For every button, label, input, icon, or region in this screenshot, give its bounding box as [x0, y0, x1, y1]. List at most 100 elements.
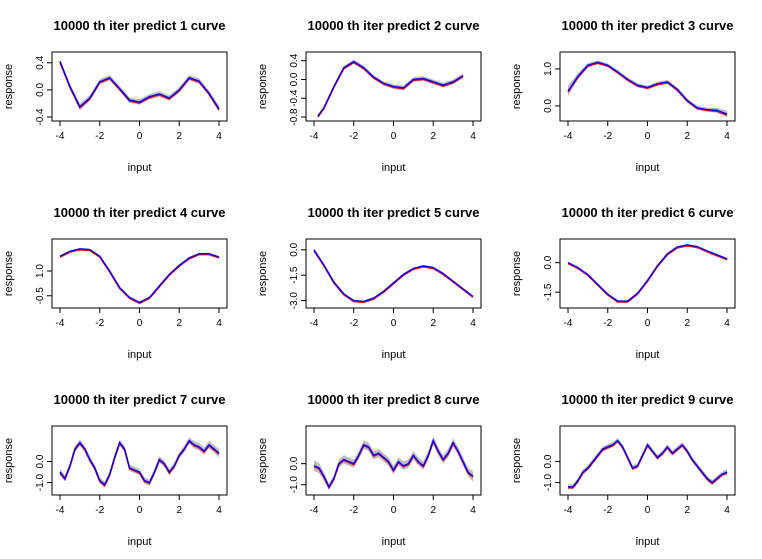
y-axis-label: response: [3, 251, 15, 296]
y-tick-label: 0.0: [289, 72, 300, 86]
y-tick-label: -1.5: [289, 266, 300, 284]
x-tick-label: -2: [95, 505, 104, 516]
truth-line: [568, 440, 728, 489]
y-tick-label: 0.0: [543, 255, 554, 269]
x-tick-label: 0: [137, 505, 143, 516]
x-tick-label: 0: [645, 505, 651, 516]
predicted-line: [59, 61, 220, 110]
y-tick-label: -1.5: [543, 283, 554, 301]
plot-frame: [305, 425, 482, 496]
confidence-band: [317, 59, 464, 118]
y-tick-label: -0.5: [35, 287, 46, 305]
x-tick-label: -2: [603, 131, 612, 142]
x-tick-label: 2: [430, 131, 436, 142]
x-tick-label: 4: [470, 505, 476, 516]
x-tick-label: -2: [349, 505, 358, 516]
x-tick-label: 0: [137, 318, 143, 329]
x-tick-label: 4: [724, 505, 730, 516]
x-axis-label: input: [382, 162, 406, 174]
y-axis-label: response: [257, 64, 269, 109]
x-tick-label: 4: [216, 131, 222, 142]
predicted-line: [313, 249, 474, 303]
x-tick-label: -2: [95, 131, 104, 142]
x-axis-label: input: [128, 536, 152, 548]
y-axis-label: response: [511, 64, 523, 109]
y-tick-label: 0.0: [35, 454, 46, 468]
predicted-line: [567, 61, 728, 115]
x-tick-label: -4: [56, 318, 65, 329]
y-axis-label: response: [511, 251, 523, 296]
predicted-line: [567, 244, 728, 302]
y-axis-label: response: [257, 251, 269, 296]
x-axis-label: input: [128, 162, 152, 174]
x-tick-label: -2: [349, 131, 358, 142]
truth-line: [313, 250, 474, 304]
truth-line: [567, 62, 728, 116]
x-tick-label: -2: [95, 318, 104, 329]
x-tick-label: 0: [645, 131, 651, 142]
panel-title: 10000 th iter predict 5 curve: [308, 205, 480, 220]
confidence-band: [314, 436, 473, 490]
y-tick-label: 1.0: [35, 264, 46, 278]
x-axis-label: input: [636, 162, 660, 174]
panel-title: 10000 th iter predict 2 curve: [308, 18, 480, 33]
panel-title: 10000 th iter predict 3 curve: [562, 18, 734, 33]
predicted-line: [568, 439, 728, 488]
x-tick-label: 2: [430, 505, 436, 516]
x-tick-label: 2: [684, 318, 690, 329]
panel-4: 10000 th iter predict 4 curve -4 -2 0 2 4 -0.5…: [3, 205, 228, 361]
y-tick-label: 0.0: [289, 456, 300, 470]
panel-9: 10000 th iter predict 9 curve -4 -2 0 2 4 -1.0…: [511, 392, 736, 548]
panel-5: 10000 th iter predict 5 curve -4 -2 0 2 4 -3.0…: [257, 205, 482, 361]
y-tick-label: 0.4: [289, 53, 300, 67]
x-axis-label: input: [382, 349, 406, 361]
plot-frame: [51, 425, 228, 496]
x-tick-label: 4: [470, 131, 476, 142]
x-tick-label: -4: [564, 505, 573, 516]
truth-line: [59, 248, 220, 305]
truth-line: [317, 61, 464, 118]
panel-8: 10000 th iter predict 8 curve -4 -2 0 2 4 -1.0…: [257, 392, 482, 548]
y-tick-label: -1.0: [35, 474, 46, 492]
x-tick-label: 0: [391, 505, 397, 516]
x-tick-label: -4: [564, 318, 573, 329]
predicted-line: [59, 439, 220, 486]
y-tick-label: 1.0: [543, 62, 554, 76]
x-tick-label: -4: [310, 505, 319, 516]
panel-3: 10000 th iter predict 3 curve -4 -2 0 2 4 0.0 1…: [511, 18, 736, 174]
x-tick-label: 4: [470, 318, 476, 329]
x-tick-label: -2: [603, 318, 612, 329]
y-tick-label: 0.4: [35, 55, 46, 69]
predicted-line: [317, 60, 464, 117]
x-axis-label: input: [382, 536, 406, 548]
truth-line: [567, 245, 728, 303]
x-tick-label: -4: [56, 505, 65, 516]
x-tick-label: 0: [391, 131, 397, 142]
y-tick-label: -0.8: [289, 108, 300, 126]
panel-title: 10000 th iter predict 6 curve: [562, 205, 734, 220]
x-tick-label: 2: [430, 318, 436, 329]
panel-title: 10000 th iter predict 9 curve: [562, 392, 734, 407]
x-tick-label: 0: [645, 318, 651, 329]
x-axis-label: input: [636, 536, 660, 548]
plot-frame: [559, 425, 736, 496]
x-tick-label: 2: [176, 131, 182, 142]
y-axis-label: response: [3, 64, 15, 109]
x-tick-label: 4: [724, 318, 730, 329]
y-tick-label: -0.4: [35, 108, 46, 126]
predicted-line: [313, 438, 474, 489]
y-tick-label: 0.0: [543, 99, 554, 113]
y-axis-label: response: [3, 438, 15, 483]
x-tick-label: 0: [391, 318, 397, 329]
y-tick-label: -1.0: [543, 474, 554, 492]
x-tick-label: 4: [216, 318, 222, 329]
x-axis-label: input: [636, 349, 660, 361]
y-tick-label: 0.0: [289, 242, 300, 256]
x-tick-label: 4: [216, 505, 222, 516]
panel-7: 10000 th iter predict 7 curve -4 -2 0 2 4 -1.0…: [3, 392, 228, 548]
y-tick-label: -1.0: [289, 476, 300, 494]
panel-title: 10000 th iter predict 4 curve: [54, 205, 226, 220]
x-tick-label: 2: [684, 505, 690, 516]
y-tick-label: 0.0: [35, 83, 46, 97]
